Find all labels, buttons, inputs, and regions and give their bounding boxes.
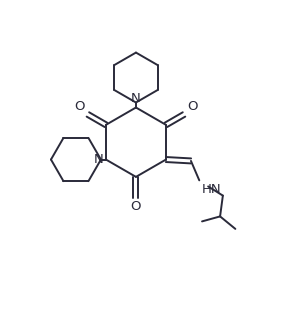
Text: O: O xyxy=(187,100,197,113)
Text: HN: HN xyxy=(201,183,221,196)
Text: O: O xyxy=(131,200,141,214)
Text: O: O xyxy=(75,100,85,113)
Text: N: N xyxy=(131,92,141,105)
Text: N: N xyxy=(94,153,104,166)
